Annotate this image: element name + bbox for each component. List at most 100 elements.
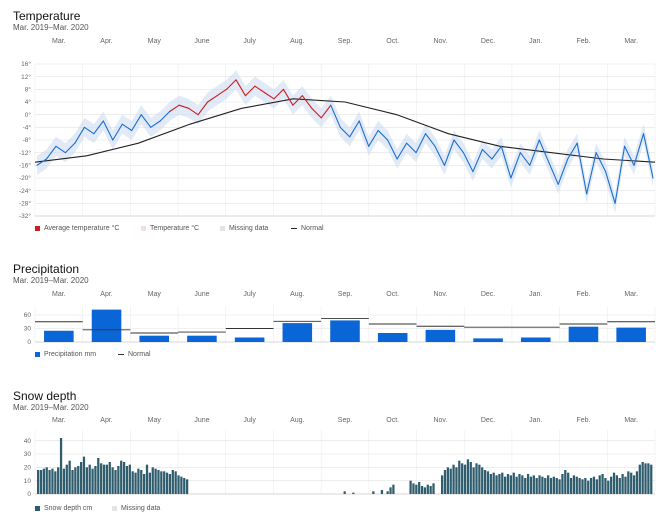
temp-legend-missing[interactable]: Missing data: [220, 225, 268, 232]
average-temperature-segment: [45, 145, 57, 160]
snow-depth-bar: [458, 460, 461, 494]
snow-depth-bar: [143, 474, 146, 494]
temperature-title: Temperature: [13, 9, 81, 23]
temp-legend-normal[interactable]: Normal: [291, 225, 324, 232]
temperature-range-band: [37, 70, 653, 213]
snow-depth-bar: [564, 470, 567, 494]
snow-depth-bar: [592, 476, 596, 494]
temp-legend-temperature[interactable]: Temperature °C: [141, 225, 199, 232]
average-temperature-segment: [36, 158, 48, 166]
snow-depth-bar: [163, 471, 166, 494]
average-temperature-segment: [548, 161, 559, 185]
snow-depth-bar: [409, 480, 412, 494]
average-temperature-segment: [368, 129, 379, 147]
y-tick-label: 30: [24, 326, 32, 333]
snow-depth-bar: [432, 483, 435, 494]
snow-depth-bar: [618, 478, 621, 494]
average-temperature-segment: [64, 142, 76, 154]
precip-legend-normal[interactable]: Normal: [118, 351, 151, 358]
snow-depth-bar: [77, 466, 80, 494]
snow-depth-bar: [389, 487, 392, 494]
snow-depth-bar: [134, 472, 137, 494]
snow-depth-bar: [544, 478, 547, 494]
snow-depth-bar: [137, 468, 140, 494]
snow-depth-bar: [120, 460, 123, 494]
month-label: Apr.: [100, 38, 113, 45]
snow-depth-bar: [97, 458, 100, 494]
snow-depth-bar: [429, 486, 432, 494]
month-label: Apr.: [100, 417, 113, 424]
precipitation-bar: [616, 327, 646, 342]
average-temperature-segment: [387, 139, 398, 160]
snow-depth-bar: [157, 470, 160, 494]
average-temperature-segment: [633, 133, 645, 166]
snow-depth-bar: [526, 474, 530, 494]
month-label: Nov.: [433, 38, 447, 45]
snow-depth-bar: [632, 475, 636, 494]
y-tick-label: 0: [27, 339, 31, 346]
month-label: Feb.: [576, 38, 590, 45]
average-temperature-segment: [396, 142, 408, 160]
average-temperature-segment: [83, 126, 95, 135]
snow-depth-bar: [483, 470, 487, 494]
snow-title: Snow depth: [13, 389, 77, 403]
average-temperature-segment: [425, 133, 436, 147]
average-temperature-segment: [74, 126, 85, 144]
snow-depth-bar: [610, 476, 613, 494]
precipitation-bar: [91, 309, 122, 342]
legend-label-precip: Precipitation mm: [44, 351, 97, 358]
average-temperature-segment: [358, 120, 370, 147]
precipitation-title: Precipitation: [13, 262, 80, 276]
snow-depth-bar: [552, 476, 555, 494]
snow-depth-bar: [489, 474, 492, 494]
average-temperature-segment: [472, 148, 483, 173]
precipitation-bar: [282, 323, 313, 342]
average-temperature-segment: [519, 152, 531, 166]
snow-depth-bar: [587, 480, 590, 494]
snow-depth-bar: [575, 476, 578, 494]
month-label: June: [194, 38, 209, 45]
snow-depth-bar: [88, 464, 91, 494]
month-label: Mar.: [52, 291, 66, 298]
snow-depth-bar: [177, 475, 180, 494]
snow-legend-missing[interactable]: Missing data: [112, 505, 160, 512]
average-temperature-segment: [121, 123, 133, 132]
precip-legend-precipitation[interactable]: Precipitation mm: [35, 351, 96, 358]
snow-depth-bar: [478, 464, 481, 494]
month-label: May: [148, 291, 162, 298]
snow-depth-bar: [601, 474, 604, 494]
average-temperature-segment: [311, 107, 322, 119]
average-temperature-segment: [510, 152, 521, 179]
snow-depth-bar: [392, 484, 395, 494]
y-tick-label: -24°: [19, 187, 31, 195]
snow-depth-bar: [140, 470, 143, 494]
average-temperature-segment: [595, 152, 607, 173]
snow-depth-bar: [114, 470, 117, 494]
average-temperature-segment: [235, 79, 247, 97]
snow-legend-depth[interactable]: Snow depth cm: [35, 505, 92, 512]
snow-depth-bar: [549, 478, 553, 494]
precip-swatch-icon: [35, 352, 40, 357]
average-temperature-segment: [443, 139, 455, 166]
snow-depth-bar: [423, 487, 427, 494]
snow-depth-bar: [495, 475, 498, 494]
average-swatch-icon: [35, 226, 40, 231]
snow-depth-bar: [567, 472, 570, 494]
snow-depth-bar: [635, 471, 639, 494]
snow-depth-bar: [512, 472, 515, 494]
snow-depth-bar: [630, 472, 633, 494]
snow-depth-bar: [154, 468, 157, 494]
temperature-swatch-icon: [141, 226, 146, 231]
temp-legend-average[interactable]: Average temperature °C: [35, 225, 119, 232]
snow-depth-bar: [472, 467, 475, 494]
average-temperature-segment: [406, 142, 417, 154]
average-temperature-segment: [150, 120, 161, 128]
month-label: Mar.: [624, 417, 638, 424]
snow-depth-bar: [111, 467, 114, 494]
month-label: Oct.: [386, 291, 399, 298]
snow-depth-bar: [446, 467, 449, 494]
snow-depth-bar: [518, 474, 521, 494]
average-temperature-segment: [576, 142, 588, 195]
snow-depth-bar: [466, 459, 470, 494]
